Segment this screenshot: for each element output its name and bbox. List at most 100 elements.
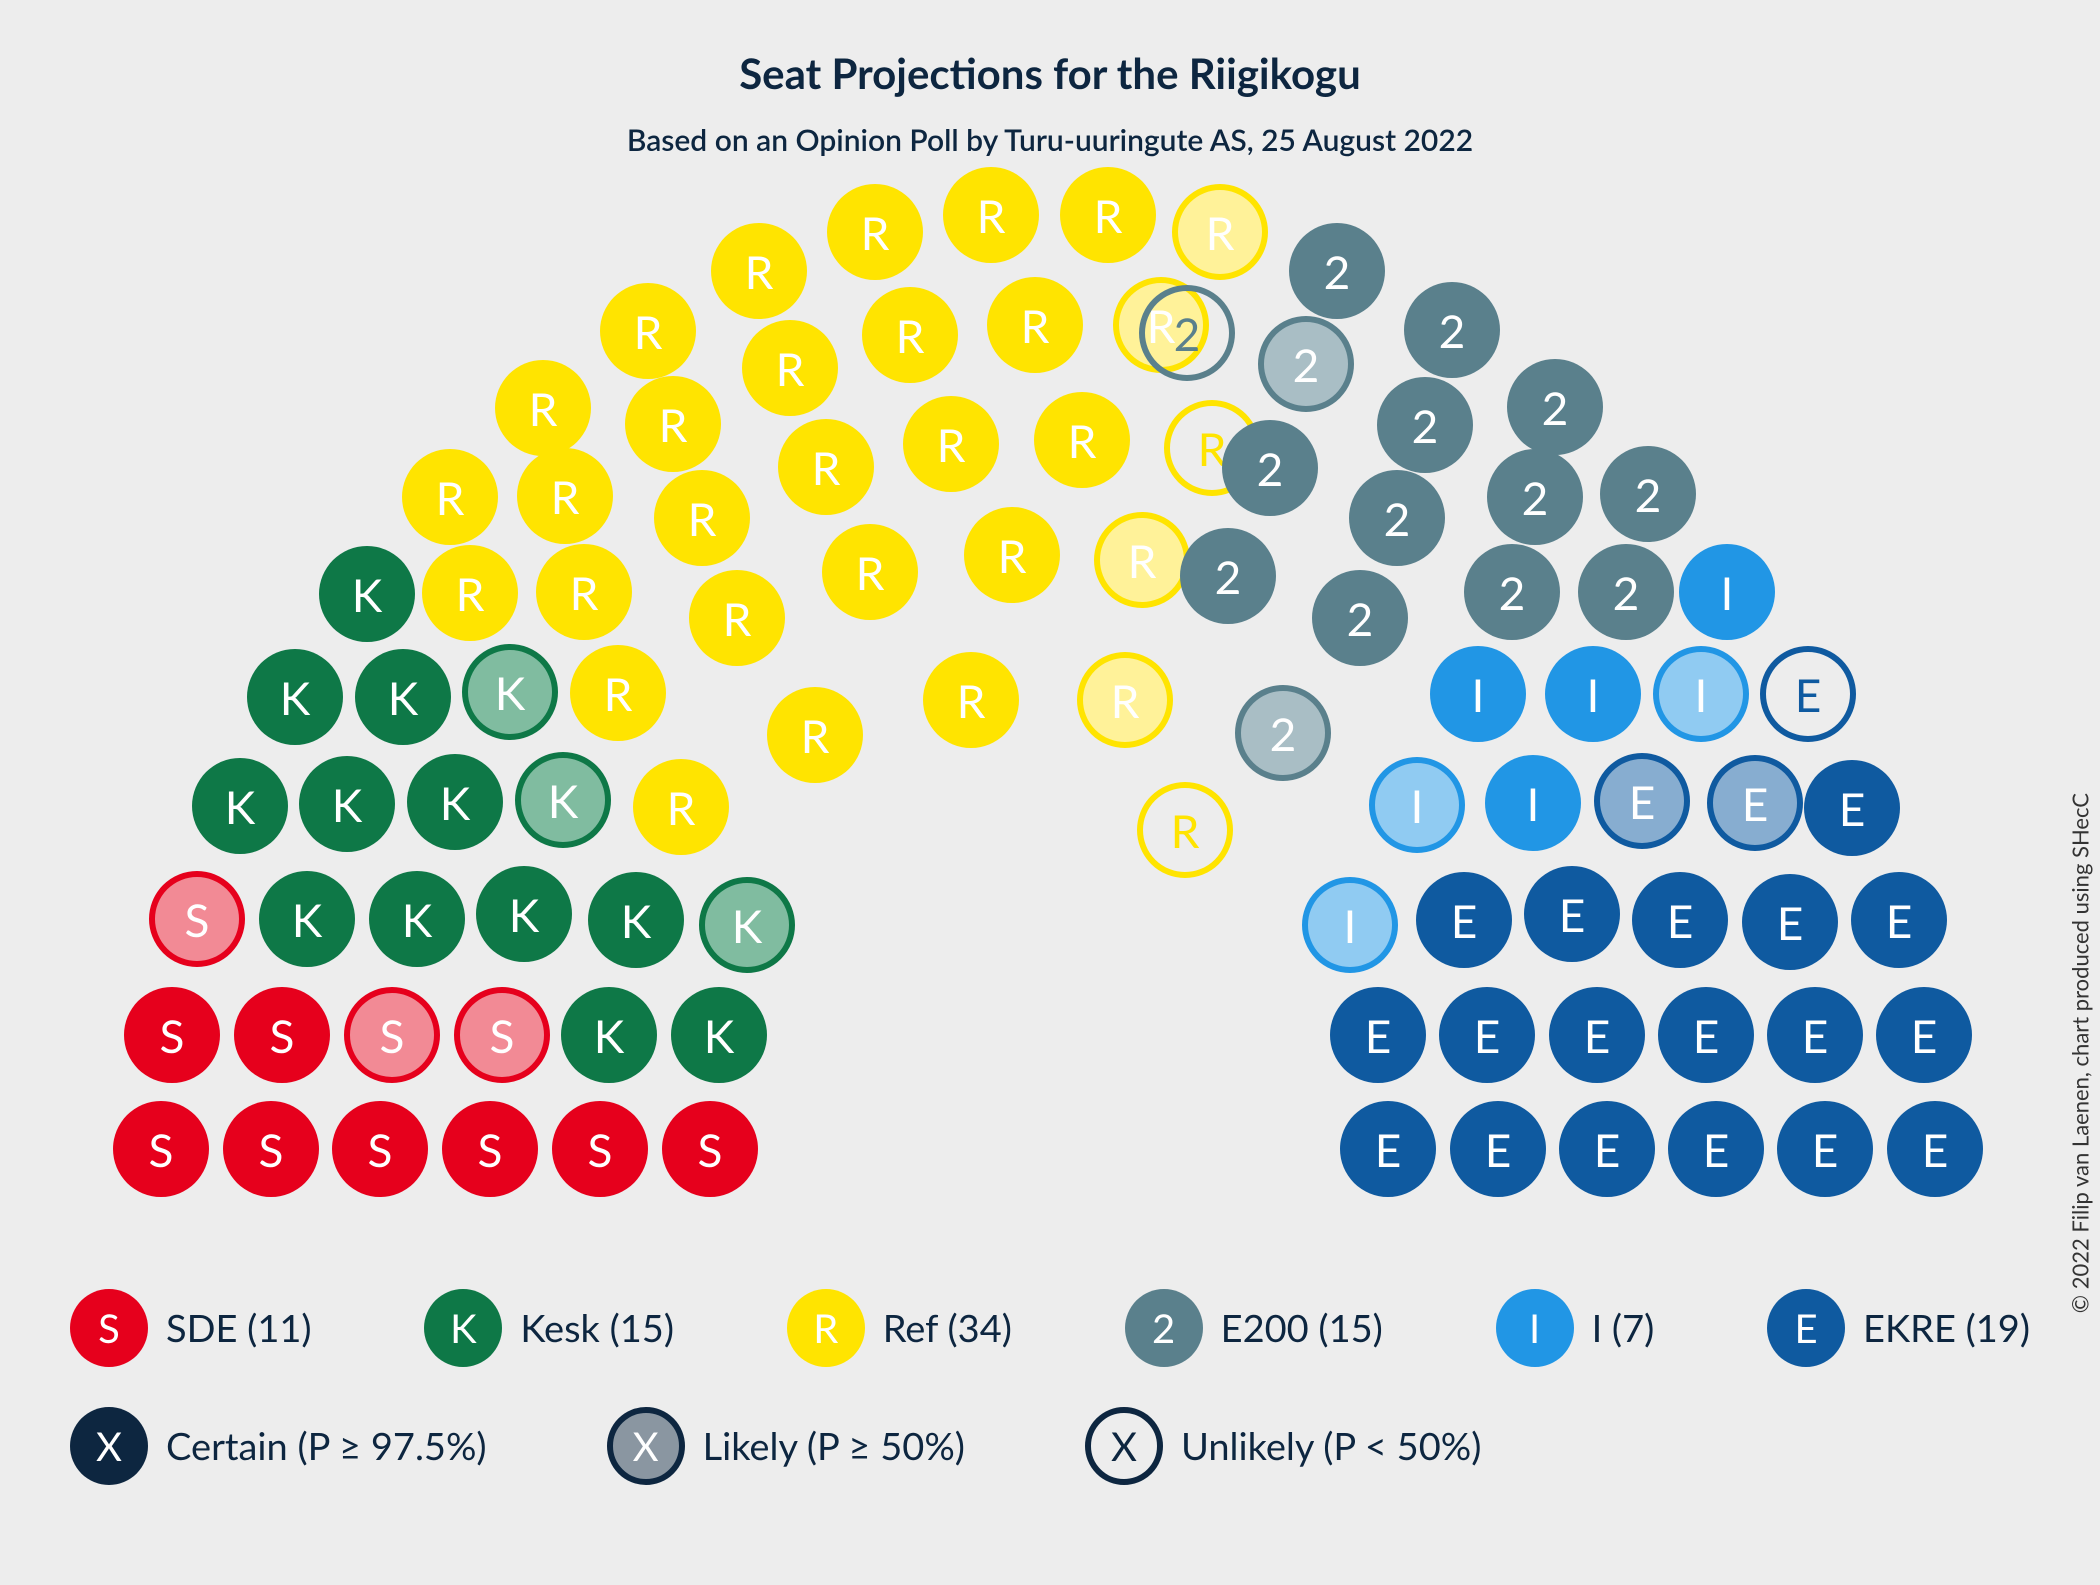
legend-prob-label: Likely (P ≥ 50%)	[703, 1423, 965, 1469]
seat-ref: R	[1094, 512, 1190, 608]
seat-kesk: K	[671, 987, 767, 1083]
seat-e200: 2	[1600, 446, 1696, 542]
seat-kesk: K	[515, 752, 611, 848]
seat-i: I	[1653, 646, 1749, 742]
seat-ref: R	[422, 545, 518, 641]
seat-ekre: E	[1549, 987, 1645, 1083]
seat-ref: R	[1137, 782, 1233, 878]
seat-e200: 2	[1235, 685, 1331, 781]
seat-kesk: K	[476, 866, 572, 962]
legend-prob-swatch: X	[607, 1407, 685, 1485]
legend-swatch: E	[1767, 1289, 1845, 1367]
seat-kesk: K	[319, 546, 415, 642]
legend-item-ref: R Ref (34)	[787, 1289, 1012, 1367]
seat-e200: 2	[1349, 470, 1445, 566]
seat-ekre: E	[1632, 872, 1728, 968]
seat-sde: S	[662, 1101, 758, 1197]
seat-ref: R	[1060, 167, 1156, 263]
seat-ekre: E	[1416, 872, 1512, 968]
seat-ref: R	[689, 570, 785, 666]
seat-ref: R	[536, 544, 632, 640]
seat-ref: R	[767, 687, 863, 783]
seat-ekre: E	[1851, 872, 1947, 968]
seat-sde: S	[454, 987, 550, 1083]
legend-swatch: I	[1496, 1289, 1574, 1367]
seat-ref: R	[987, 277, 1083, 373]
seat-ref: R	[625, 376, 721, 472]
seat-e200: 2	[1312, 570, 1408, 666]
seat-kesk: K	[355, 649, 451, 745]
seat-i: I	[1430, 646, 1526, 742]
seat-ekre: E	[1439, 987, 1535, 1083]
legend-label: E200 (15)	[1221, 1305, 1383, 1351]
seat-i: I	[1485, 755, 1581, 851]
seat-ekre: E	[1559, 1101, 1655, 1197]
seat-i: I	[1369, 757, 1465, 853]
seat-sde: S	[113, 1101, 209, 1197]
legend-label: I (7)	[1592, 1305, 1655, 1351]
legend-probability-row: XCertain (P ≥ 97.5%) X Likely (P ≥ 50%) XUn…	[70, 1407, 2030, 1485]
seat-ref: R	[654, 470, 750, 566]
seat-ekre: E	[1524, 866, 1620, 962]
seat-ref: R	[903, 396, 999, 492]
legend-swatch: R	[787, 1289, 865, 1367]
legend-label: SDE (11)	[166, 1305, 312, 1351]
legend-prob-unlikely: XUnlikely (P < 50%)	[1085, 1407, 1481, 1485]
seat-ekre: E	[1760, 646, 1856, 742]
seat-ekre: E	[1450, 1101, 1546, 1197]
seat-kesk: K	[561, 987, 657, 1083]
legend: SSDE (11) K Kesk (15) R Ref (34) 2 E200 (15) II…	[70, 1289, 2030, 1525]
seat-ref: R	[402, 449, 498, 545]
seat-e200: 2	[1139, 285, 1235, 381]
seat-ekre: E	[1707, 755, 1803, 851]
seat-kesk: K	[247, 649, 343, 745]
seat-ref: R	[943, 167, 1039, 263]
legend-label: Kesk (15)	[520, 1305, 674, 1351]
seat-ref: R	[923, 652, 1019, 748]
legend-label: Ref (34)	[883, 1305, 1012, 1351]
seat-e200: 2	[1507, 359, 1603, 455]
legend-item-e200: 2 E200 (15)	[1125, 1289, 1383, 1367]
legend-label: EKRE (19)	[1863, 1305, 2030, 1351]
legend-swatch: 2	[1125, 1289, 1203, 1367]
legend-prob-swatch: X	[1085, 1407, 1163, 1485]
seat-ekre: E	[1804, 760, 1900, 856]
seat-sde: S	[234, 987, 330, 1083]
seat-ref: R	[778, 419, 874, 515]
legend-swatch: K	[424, 1289, 502, 1367]
seat-ref: R	[570, 645, 666, 741]
legend-item-kesk: K Kesk (15)	[424, 1289, 674, 1367]
seat-sde: S	[124, 987, 220, 1083]
seat-kesk: K	[259, 871, 355, 967]
legend-item-i: I I (7)	[1496, 1289, 1655, 1367]
seat-ekre: E	[1658, 987, 1754, 1083]
seat-ref: R	[600, 283, 696, 379]
legend-item-ekre: E EKRE (19)	[1767, 1289, 2030, 1367]
seat-ekre: E	[1340, 1101, 1436, 1197]
seat-ref: R	[1172, 184, 1268, 280]
legend-prob-certain: XCertain (P ≥ 97.5%)	[70, 1407, 487, 1485]
seat-ekre: E	[1330, 987, 1426, 1083]
seat-e200: 2	[1377, 377, 1473, 473]
seat-kesk: K	[462, 644, 558, 740]
seat-e200: 2	[1222, 420, 1318, 516]
seat-sde: S	[442, 1101, 538, 1197]
seat-e200: 2	[1289, 223, 1385, 319]
seat-e200: 2	[1180, 528, 1276, 624]
seat-e200: 2	[1258, 316, 1354, 412]
seat-sde: S	[552, 1101, 648, 1197]
seat-ekre: E	[1887, 1101, 1983, 1197]
seat-kesk: K	[299, 756, 395, 852]
seat-ekre: E	[1594, 753, 1690, 849]
seat-ref: R	[633, 759, 729, 855]
seat-ref: R	[1034, 392, 1130, 488]
seat-e200: 2	[1487, 449, 1583, 545]
seat-e200: 2	[1578, 544, 1674, 640]
seat-kesk: K	[407, 754, 503, 850]
seat-ref: R	[495, 360, 591, 456]
seat-i: I	[1545, 646, 1641, 742]
seat-kesk: K	[192, 758, 288, 854]
legend-item-sde: SSDE (11)	[70, 1289, 312, 1367]
seat-ekre: E	[1767, 987, 1863, 1083]
legend-parties-row: SSDE (11) K Kesk (15) R Ref (34) 2 E200 (15) II…	[70, 1289, 2030, 1367]
